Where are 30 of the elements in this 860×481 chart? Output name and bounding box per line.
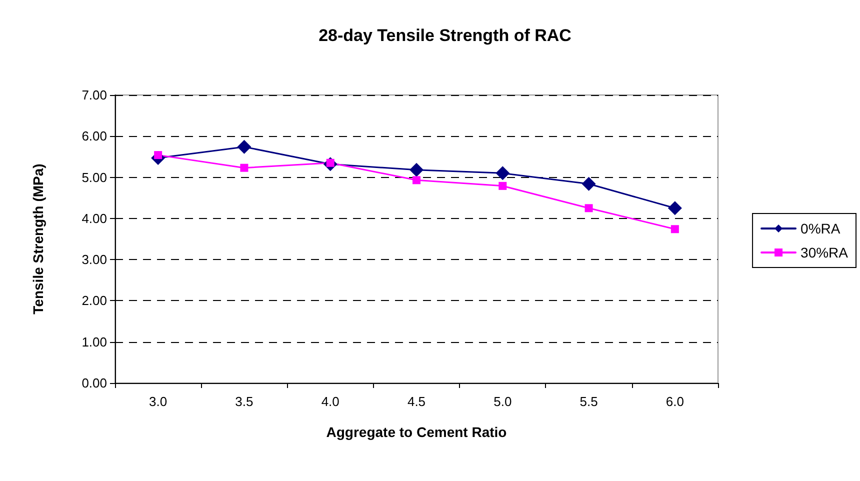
point — [582, 176, 596, 191]
x-tick-label: 4.0 — [321, 394, 340, 409]
legend-label: 30%RA — [800, 244, 849, 260]
x-tick-label: 4.5 — [407, 394, 426, 409]
y-tick-label: 5.00 — [82, 170, 107, 185]
point — [237, 140, 252, 154]
y-tick-label: 7.00 — [82, 88, 107, 102]
chart-title: 28-day Tensile Strength of RAC — [318, 26, 572, 45]
y-tick-label: 3.00 — [82, 252, 107, 268]
y-tick-label: 6.00 — [82, 128, 107, 144]
x-tick-label: 6.0 — [666, 394, 684, 409]
point — [496, 166, 510, 180]
point — [410, 162, 424, 177]
point — [240, 164, 248, 172]
y-tick-label: 4.00 — [82, 210, 107, 226]
point — [668, 201, 682, 216]
point — [498, 182, 507, 190]
y-tick-label: 1.00 — [82, 334, 107, 350]
x-tick-label: 3.5 — [235, 394, 254, 409]
legend-label: 0%RA — [800, 220, 841, 236]
point — [670, 225, 679, 234]
y-tick-label: 2.00 — [82, 293, 107, 308]
x-tick-label: 5.0 — [494, 394, 512, 409]
y-axis-title: Tensile Strength (MPa) — [30, 164, 46, 314]
point — [584, 204, 593, 212]
point — [412, 176, 420, 184]
x-axis-title: Aggregate to Cement Ratio — [326, 424, 507, 440]
x-tick-label: 3.0 — [149, 394, 168, 409]
x-tick-label: 5.5 — [580, 394, 598, 409]
y-tick-label: 0.00 — [82, 376, 107, 390]
